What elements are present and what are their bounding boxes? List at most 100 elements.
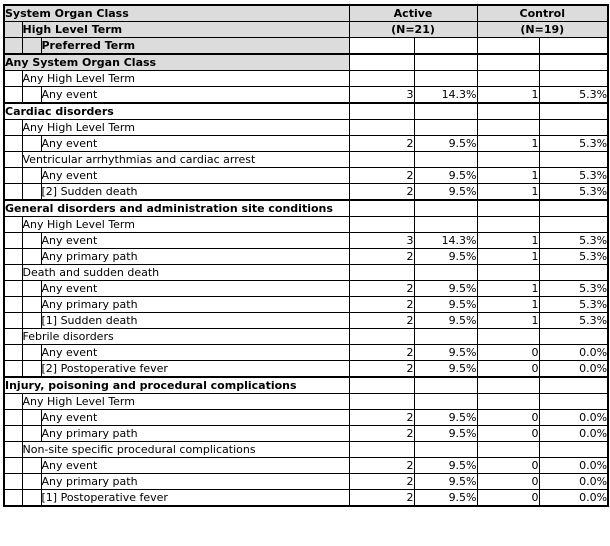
control-percent-cell: 0.0%: [538, 425, 609, 442]
active-percent-cell: 9.5%: [413, 425, 478, 442]
indent-cell: [3, 183, 23, 201]
hlt-row: Any High Level Term: [3, 119, 609, 136]
pt-label-cell: Any event: [40, 457, 350, 474]
soc-row: Cardiac disorders: [3, 102, 609, 120]
active-count-cell: [348, 199, 415, 217]
adverse-events-table: System Organ Class Active Control High L…: [3, 4, 610, 507]
header-row-pt: Preferred Term: [3, 37, 609, 55]
pt-label-cell: Any event: [40, 409, 350, 426]
hlt-label-cell: Any High Level Term: [21, 216, 350, 233]
control-percent-cell: [538, 264, 609, 281]
active-count-cell: 2: [348, 312, 415, 329]
active-count-cell: [348, 393, 415, 410]
control-percent-cell: 0.0%: [538, 489, 609, 507]
control-percent-cell: 5.3%: [538, 135, 609, 152]
indent-cell: [21, 232, 42, 249]
active-percent-cell: [413, 70, 478, 87]
active-count-cell: 2: [348, 489, 415, 507]
indent-cell: [3, 86, 23, 104]
control-count-cell: 1: [476, 183, 540, 201]
indent-cell: [21, 135, 42, 152]
control-count-cell: 0: [476, 344, 540, 361]
indent-cell: [3, 216, 23, 233]
indent-cell: [3, 425, 23, 442]
control-count-cell: [476, 199, 540, 217]
active-percent-cell: 9.5%: [413, 280, 478, 297]
indent-cell: [21, 360, 42, 378]
indent-cell: [3, 119, 23, 136]
control-count-cell: [476, 376, 540, 394]
pt-row: Any event 2 9.5% 0 0.0%: [3, 457, 609, 474]
indent-cell: [3, 296, 23, 313]
indent-cell: [3, 264, 23, 281]
control-count-cell: 1: [476, 280, 540, 297]
active-count-cell: [348, 119, 415, 136]
pt-label-cell: [1] Postoperative fever: [40, 489, 350, 507]
indent-cell: [3, 360, 23, 378]
active-percent-cell: [413, 199, 478, 217]
active-percent-cell: [413, 102, 478, 120]
control-percent-cell: 0.0%: [538, 457, 609, 474]
hlt-label-cell: Any High Level Term: [21, 70, 350, 87]
pt-row: Any primary path 2 9.5% 0 0.0%: [3, 473, 609, 490]
control-percent-cell: [538, 199, 609, 217]
active-count-cell: 2: [348, 296, 415, 313]
hlt-row: Any High Level Term: [3, 216, 609, 233]
hlt-row: Any High Level Term: [3, 393, 609, 410]
indent-cell: [21, 86, 42, 104]
active-count-cell: 2: [348, 135, 415, 152]
control-count-cell: [476, 70, 540, 87]
hlt-row: Death and sudden death: [3, 264, 609, 281]
control-percent-cell: 5.3%: [538, 232, 609, 249]
pt-label-cell: Any event: [40, 344, 350, 361]
pt-column-header: Preferred Term: [40, 37, 350, 55]
indent-cell: [3, 37, 23, 55]
control-percent-cell: 5.3%: [538, 312, 609, 329]
indent-cell: [3, 312, 23, 329]
pt-row: Any primary path 2 9.5% 1 5.3%: [3, 248, 609, 265]
active-percent-cell: [413, 393, 478, 410]
control-percent-cell: 0.0%: [538, 344, 609, 361]
hlt-label-cell: Febrile disorders: [21, 328, 350, 345]
control-percent-cell: 0.0%: [538, 360, 609, 378]
indent-cell: [21, 489, 42, 507]
active-count-cell: [348, 376, 415, 394]
active-count-cell: 2: [348, 425, 415, 442]
active-percent-cell: 9.5%: [413, 248, 478, 265]
active-percent-cell: 14.3%: [413, 86, 478, 104]
active-count-cell: 2: [348, 360, 415, 378]
indent-cell: [21, 409, 42, 426]
control-percent-cell: 5.3%: [538, 248, 609, 265]
active-percent-cell: 9.5%: [413, 135, 478, 152]
indent-cell: [3, 167, 23, 184]
control-percent-cell: [538, 376, 609, 394]
hlt-column-header: High Level Term: [21, 21, 350, 38]
pt-row: Any event 2 9.5% 0 0.0%: [3, 344, 609, 361]
active-percent-cell: 9.5%: [413, 457, 478, 474]
pt-label-cell: Any primary path: [40, 248, 350, 265]
indent-cell: [3, 441, 23, 458]
indent-cell: [3, 393, 23, 410]
control-percent-cell: 5.3%: [538, 167, 609, 184]
pt-label-cell: Any event: [40, 232, 350, 249]
active-percent-cell: [413, 376, 478, 394]
control-n-header: (N=19): [476, 21, 609, 38]
pt-label-cell: Any event: [40, 135, 350, 152]
control-count-cell: [476, 102, 540, 120]
control-count-cell: [476, 37, 540, 55]
control-percent-cell: 5.3%: [538, 296, 609, 313]
active-percent-cell: [413, 264, 478, 281]
active-percent-cell: 9.5%: [413, 312, 478, 329]
pt-label-cell: Any primary path: [40, 425, 350, 442]
active-percent-cell: 14.3%: [413, 232, 478, 249]
control-percent-cell: 5.3%: [538, 86, 609, 104]
hlt-row: Ventricular arrhythmias and cardiac arre…: [3, 151, 609, 168]
indent-cell: [21, 344, 42, 361]
active-group-header: Active: [348, 4, 478, 22]
control-count-cell: [476, 53, 540, 71]
pt-row: [1] Sudden death 2 9.5% 1 5.3%: [3, 312, 609, 329]
active-count-cell: 2: [348, 473, 415, 490]
active-percent-cell: [413, 328, 478, 345]
control-percent-cell: [538, 441, 609, 458]
active-percent-cell: [413, 53, 478, 71]
